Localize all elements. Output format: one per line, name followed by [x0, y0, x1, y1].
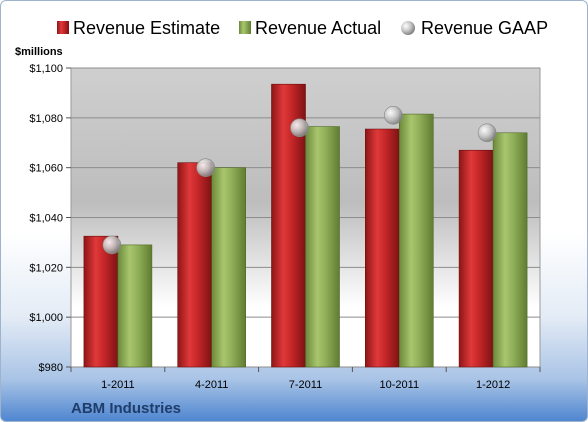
- x-tick-label: 4-2011: [195, 379, 228, 391]
- x-axis-ticks: 1-2011 4-2011 7-2011 10-2011 1-2012: [70, 367, 541, 391]
- actual-bar: [305, 126, 340, 368]
- legend-item-gaap: Revenue GAAP: [401, 18, 548, 38]
- gaap-marker: [102, 235, 122, 255]
- estimate-bar: [83, 235, 119, 368]
- estimate-bar: [458, 149, 494, 368]
- gaap-marker: [477, 123, 497, 143]
- y-tick-label: $1,080: [29, 113, 63, 125]
- gaap-marker: [196, 158, 215, 177]
- gaap-marker: [290, 118, 309, 138]
- y-tick-label: $1,000: [29, 312, 63, 324]
- estimate-bar: [364, 128, 400, 368]
- actual-bar: [398, 113, 434, 368]
- legend-item-estimate: Revenue Estimate: [57, 18, 220, 38]
- x-tick-label: 1-2011: [101, 379, 134, 391]
- legend-swatch-estimate: [57, 21, 69, 34]
- y-tick-label: $1,060: [29, 163, 63, 175]
- actual-bar: [492, 132, 528, 368]
- gaap-markers: [102, 106, 497, 255]
- y-axis-ticks: $980 $1,000 $1,020 $1,040 $1,060 $1,080 $1,100: [29, 63, 63, 374]
- y-tick-label: $1,020: [29, 262, 63, 274]
- y-tick-label: $1,100: [29, 63, 63, 75]
- x-tick-label: 7-2011: [289, 379, 322, 391]
- legend-label-actual: Revenue Actual: [255, 18, 381, 38]
- legend-swatch-actual: [239, 21, 251, 34]
- legend-swatch-gaap: [401, 21, 415, 35]
- gaap-marker: [383, 106, 403, 125]
- y-axis-unit-label: $millions: [15, 46, 63, 58]
- legend-label-estimate: Revenue Estimate: [73, 18, 220, 38]
- estimate-bar: [177, 162, 212, 368]
- legend-label-gaap: Revenue GAAP: [421, 18, 548, 38]
- company-name: ABM Industries: [71, 400, 181, 417]
- x-tick-label: 1-2012: [476, 379, 510, 391]
- legend: Revenue Estimate Revenue Actual Revenue …: [57, 18, 548, 38]
- legend-item-actual: Revenue Actual: [239, 18, 381, 38]
- y-tick-label: $980: [39, 362, 63, 374]
- actual-bar: [117, 244, 153, 368]
- y-tick-label: $1,040: [29, 213, 63, 225]
- actual-bar: [211, 167, 246, 368]
- x-tick-label: 10-2011: [380, 379, 420, 391]
